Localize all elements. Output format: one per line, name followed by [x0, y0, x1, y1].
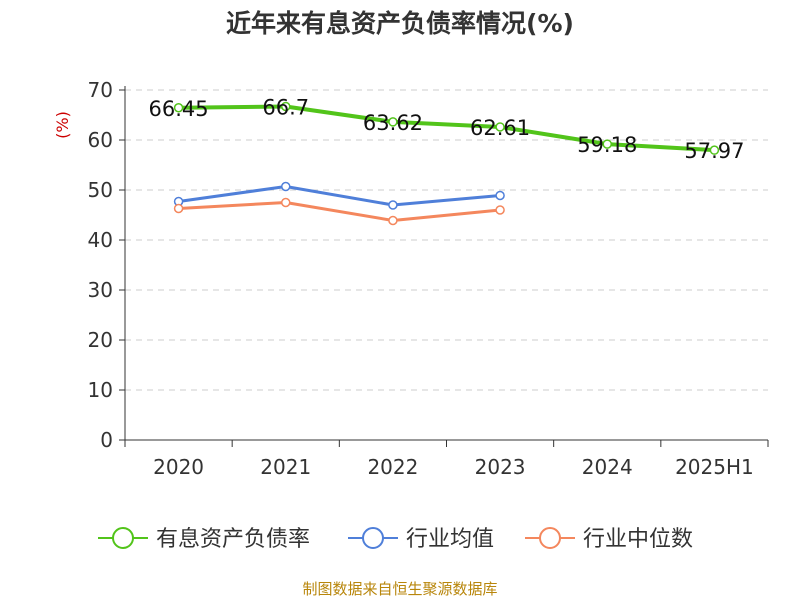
data-point-s3-2020	[173, 203, 184, 214]
data-point-s1-2021	[281, 101, 291, 112]
data-point-s2-2022	[388, 200, 398, 210]
y-tick-label: 70	[88, 78, 113, 102]
data-point-s3-2023	[495, 205, 505, 215]
data-label-2022: 63.62	[363, 111, 423, 135]
data-label-2023: 62.61	[470, 116, 530, 140]
legend-label: 行业中位数	[583, 527, 693, 552]
y-tick-label: 0	[100, 428, 113, 452]
data-point-s1-2025H1	[709, 145, 720, 155]
x-tick-label-2022: 2022	[367, 455, 418, 479]
data-point-s3-2021	[281, 197, 291, 208]
data-labels: 66.45 66.7 63.62 62.61 59.18 57.97	[149, 96, 745, 164]
data-point-s2-2021	[281, 181, 291, 192]
axes: 0 10 20 30 40 50 60 70 2020 2021 2022 2023 2024 2025H…	[88, 78, 769, 479]
data-point-s2-2023	[495, 190, 505, 201]
y-tick-label: 10	[88, 378, 113, 402]
source-note: 制图数据来自恒生聚源数据库	[302, 580, 498, 598]
legend-label: 有息资产负债率	[156, 527, 310, 552]
x-tick-label-2020: 2020	[153, 455, 204, 479]
series-line-2	[178, 185, 501, 207]
data-point-s3-2022	[388, 215, 398, 226]
data-point-s1-2022	[388, 117, 398, 127]
series-lines	[173, 101, 720, 226]
y-tick-label: 60	[88, 128, 113, 152]
y-tick-label: 40	[88, 228, 113, 252]
grid-lines	[125, 89, 768, 391]
y-tick-label: 30	[88, 278, 113, 302]
chart-title: 近年来有息资产负债率情况(%)	[226, 9, 574, 38]
data-label-2025H1: 57.97	[684, 139, 744, 163]
x-tick-label-2024: 2024	[582, 455, 633, 479]
x-tick-label-2025H1: 2025H1	[675, 455, 754, 479]
legend-item-3[interactable]: 行业中位数	[525, 527, 693, 552]
series-line-1	[178, 104, 715, 153]
legend-swatch-marker	[539, 527, 561, 549]
y-tick-label: 20	[88, 328, 113, 352]
legend-label: 行业均值	[406, 527, 494, 552]
legend-swatch-marker	[112, 527, 134, 549]
data-label-2024: 59.18	[577, 133, 637, 157]
x-tick-label-2021: 2021	[260, 455, 311, 479]
data-point-s1-2020	[173, 103, 184, 113]
data-label-2021: 66.7	[262, 96, 309, 120]
data-label-2020: 66.45	[149, 97, 209, 121]
legend-item-1[interactable]: 有息资产负债率	[98, 527, 310, 552]
legend-item-2[interactable]: 行业均值	[348, 527, 494, 552]
data-point-s1-2023	[495, 122, 505, 132]
legend: 有息资产负债率 行业均值 行业中位数	[98, 527, 693, 552]
y-axis-label: (%)	[53, 111, 72, 139]
series-line-3	[178, 201, 501, 222]
legend-swatch-marker	[362, 527, 384, 549]
y-tick-label: 50	[88, 178, 113, 202]
x-tick-label-2023: 2023	[475, 455, 526, 479]
data-point-s1-2024	[602, 139, 612, 149]
